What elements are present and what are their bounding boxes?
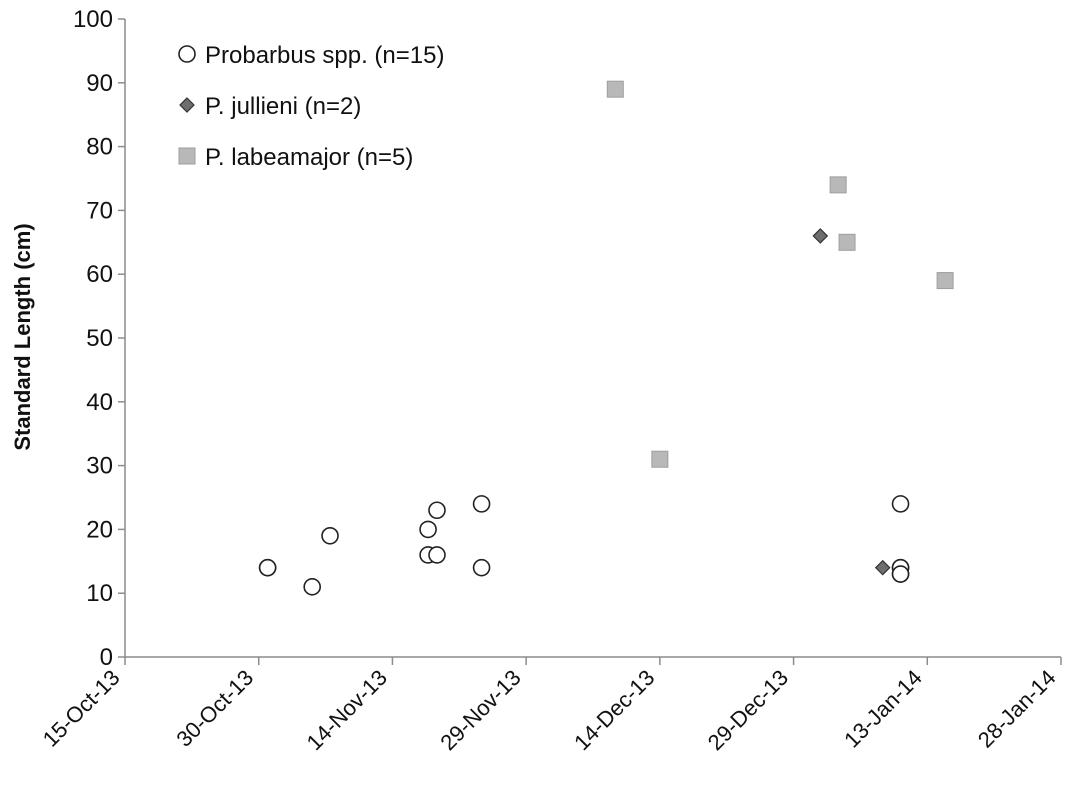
legend-item: P. jullieni (n=2) xyxy=(179,93,361,120)
y-tick-label: 60 xyxy=(86,261,113,288)
x-tick-label: 30-Oct-13 xyxy=(171,665,258,752)
data-point-circle xyxy=(472,495,491,513)
data-point-circle xyxy=(891,495,910,513)
data-point-circle xyxy=(891,565,910,583)
x-tick-label: 28-Jan-14 xyxy=(973,665,1061,753)
y-axis-label: Standard Length (cm) xyxy=(10,223,35,450)
data-point-circle xyxy=(419,520,437,539)
data-point-circle xyxy=(321,526,339,545)
data-point-diamond xyxy=(874,559,891,576)
y-tick-label: 10 xyxy=(86,580,113,607)
x-tick-label: 29-Dec-13 xyxy=(703,665,793,755)
data-point-circle xyxy=(428,501,446,520)
y-tick-label: 20 xyxy=(86,516,113,543)
y-tick-label: 80 xyxy=(86,134,113,161)
y-tick-label: 100 xyxy=(73,6,113,33)
legend-item: P. labeamajor (n=5) xyxy=(178,144,413,171)
legend-label: Probarbus spp. (n=15) xyxy=(205,42,444,69)
legend-marker-square xyxy=(178,147,196,165)
series-circle xyxy=(258,495,910,596)
y-tick-label: 50 xyxy=(86,325,113,352)
x-tick-label: 14-Nov-13 xyxy=(302,665,392,755)
y-tick-label: 30 xyxy=(86,453,113,480)
data-point-square xyxy=(606,80,624,98)
axes: 0 10 20 30 40 50 60 70 80 90 100 15-Oct-13 30-Oct-13… xyxy=(38,6,1062,755)
y-tick-label: 70 xyxy=(86,197,113,224)
y-tick-label: 90 xyxy=(86,70,113,97)
x-tick-label: 15-Oct-13 xyxy=(38,665,125,752)
legend-marker-diamond xyxy=(179,97,195,113)
data-points xyxy=(258,80,954,596)
legend: Probarbus spp. (n=15) P. jullieni (n=2) P.… xyxy=(178,42,444,171)
data-point-circle xyxy=(428,546,446,564)
legend-marker-circle xyxy=(178,45,196,63)
data-point-square xyxy=(936,272,954,290)
data-point-square xyxy=(651,450,669,468)
legend-item: Probarbus spp. (n=15) xyxy=(178,42,444,69)
legend-label: P. jullieni (n=2) xyxy=(205,93,361,120)
y-tick-label: 40 xyxy=(86,389,113,416)
data-point-diamond xyxy=(812,228,829,244)
y-axis-label-group: Standard Length (cm) xyxy=(10,223,35,450)
series-diamond xyxy=(812,228,891,576)
data-point-circle xyxy=(472,558,491,577)
x-tick-label: 13-Jan-14 xyxy=(839,665,927,753)
x-tick-label: 29-Nov-13 xyxy=(435,665,525,755)
y-tick-label: 0 xyxy=(100,644,113,671)
data-point-square xyxy=(829,176,847,194)
data-point-square xyxy=(838,233,856,251)
legend-label: P. labeamajor (n=5) xyxy=(205,144,413,171)
data-point-circle xyxy=(303,578,322,596)
data-point-circle xyxy=(258,558,277,577)
series-square xyxy=(606,80,954,468)
x-tick-label: 14-Dec-13 xyxy=(569,665,659,755)
